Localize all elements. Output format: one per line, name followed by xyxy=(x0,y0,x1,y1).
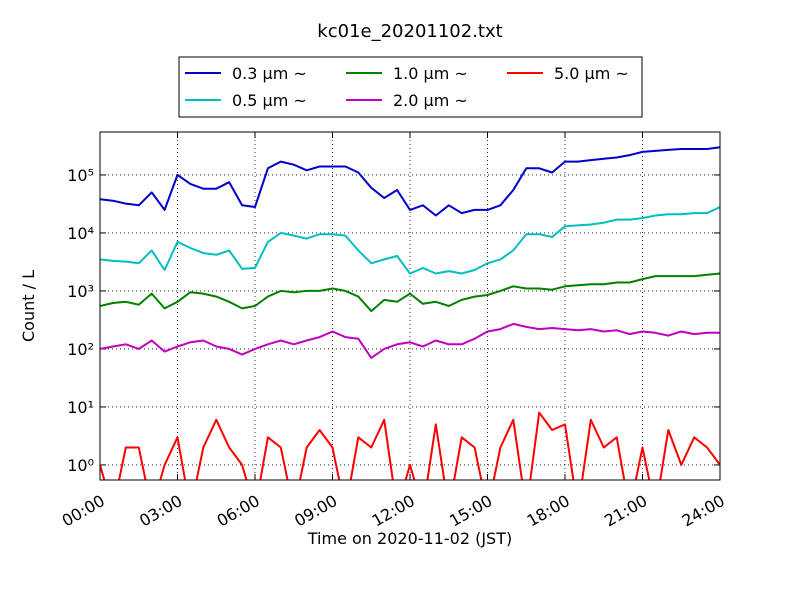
legend-box xyxy=(178,56,643,118)
y-tick-label: 10² xyxy=(67,340,94,359)
legend-label: 2.0 μm ~ xyxy=(393,91,468,110)
y-tick-label: 10⁴ xyxy=(67,224,94,243)
legend-label: 0.3 μm ~ xyxy=(232,64,307,83)
data-line xyxy=(100,322,720,359)
plot-frame xyxy=(99,131,721,481)
data-line xyxy=(100,146,720,217)
data-line xyxy=(100,411,720,480)
data-line xyxy=(100,206,720,275)
y-tick-label: 10¹ xyxy=(67,398,94,417)
y-axis-label: Count / L xyxy=(19,270,38,342)
legend-label: 5.0 μm ~ xyxy=(554,64,629,83)
legend-label: 1.0 μm ~ xyxy=(393,64,468,83)
y-tick-label: 10⁰ xyxy=(67,456,94,475)
chart-title: kc01e_20201102.txt xyxy=(317,21,502,42)
data-line xyxy=(100,272,720,313)
legend-label: 0.5 μm ~ xyxy=(232,91,307,110)
y-tick-label: 10⁵ xyxy=(67,166,94,185)
x-axis-label: Time on 2020-11-02 (JST) xyxy=(307,529,512,548)
y-tick-label: 10³ xyxy=(67,282,94,301)
plot-area xyxy=(100,146,720,480)
